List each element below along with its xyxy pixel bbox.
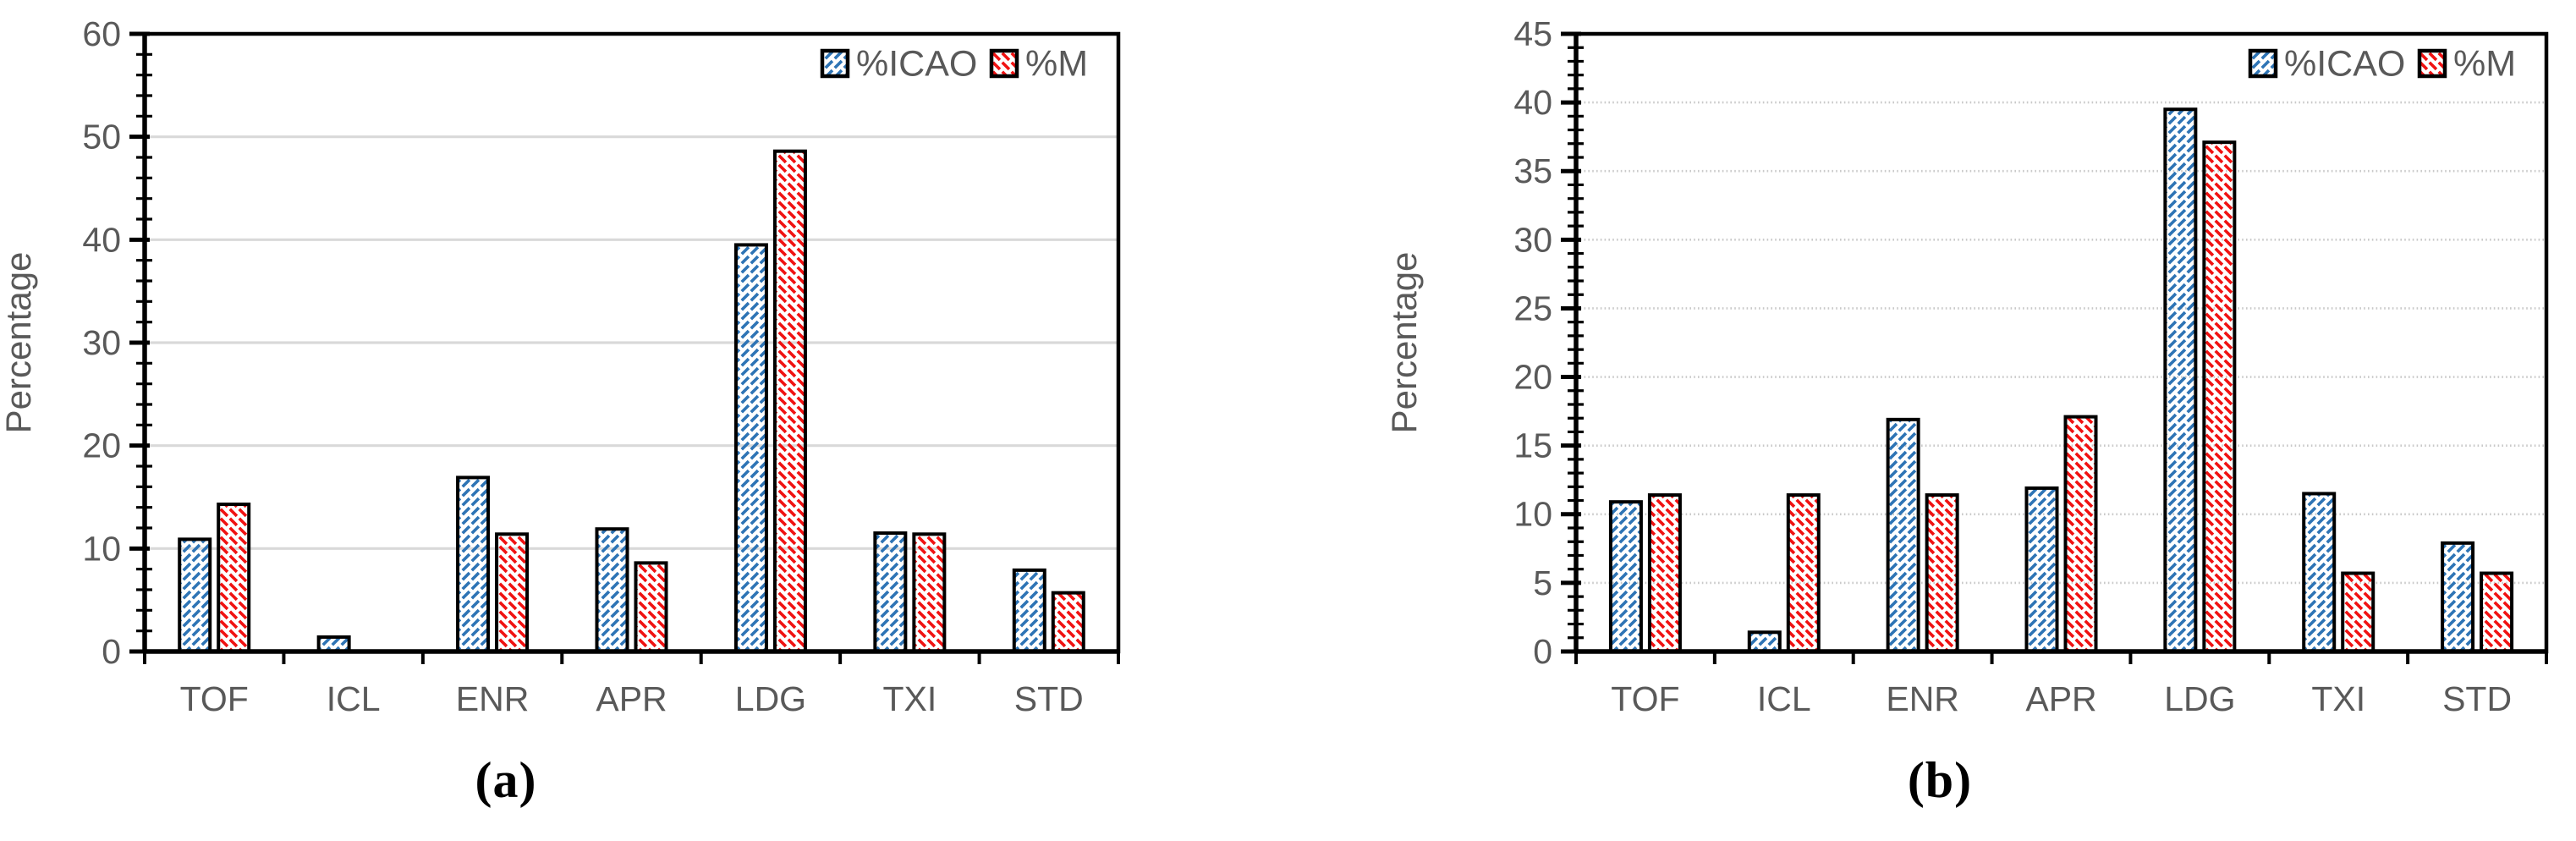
bar-M-TXI	[2341, 571, 2376, 653]
legend-label-ICAO: %ICAO	[856, 44, 977, 85]
x-category-label-STD: STD	[1014, 679, 1084, 718]
bar-M-STD	[1051, 591, 1085, 654]
x-category-label-ICL: ICL	[327, 679, 381, 718]
x-category-label-TXI: TXI	[2311, 679, 2365, 718]
bar-chart-a: 0 10 20 30 40 50 60 TOF ICL ENR APR LDG TXI STD Percen…	[0, 14, 1121, 718]
bar-M-ENR	[1925, 493, 1959, 653]
x-category-label-STD: STD	[2442, 679, 2512, 718]
x-category-label-TOF: TOF	[1611, 679, 1679, 718]
x-category-label-APR: APR	[596, 679, 667, 718]
y-tick-label: 5	[1533, 563, 1552, 602]
bar-M-LDG	[2202, 140, 2237, 653]
y-tick-label: 0	[102, 632, 121, 671]
y-axis-title: Percentage	[0, 252, 38, 434]
legend-swatch-ICAO	[2248, 48, 2278, 79]
subfigure-caption-b: (b)	[1907, 752, 1973, 808]
bar-ICAO-TXI	[2302, 492, 2337, 654]
chart-panel-b: 0 5 10 15 20 25 30 35 40 45 TOF ICL ENR APR LDG TXI STD P…	[1288, 0, 2575, 841]
bar-chart-b: 0 5 10 15 20 25 30 35 40 45 TOF ICL ENR APR LDG TXI STD P…	[1384, 14, 2549, 718]
bar-ICAO-STD	[1012, 568, 1046, 654]
y-tick-label: 25	[1513, 289, 1552, 327]
y-tick-label: 40	[1513, 83, 1552, 122]
legend-swatch-M	[989, 48, 1019, 79]
legend-swatch-ICAO	[820, 48, 850, 79]
bar-ICAO-TOF	[178, 537, 212, 654]
y-tick-label: 30	[82, 323, 121, 362]
y-tick-label: 35	[1513, 151, 1552, 190]
x-category-label-LDG: LDG	[735, 679, 806, 718]
x-category-label-TOF: TOF	[180, 679, 249, 718]
bar-M-TOF	[1647, 493, 1682, 653]
y-tick-label: 30	[1513, 220, 1552, 259]
y-tick-label: 0	[1533, 632, 1552, 671]
y-tick-label: 10	[1513, 495, 1552, 534]
chart-panel-a: 0 10 20 30 40 50 60 TOF ICL ENR APR LDG TXI STD Percen…	[0, 14, 1121, 718]
y-tick-label: 45	[1513, 14, 1552, 53]
legend-label-M: %M	[1025, 44, 1088, 85]
bar-ICAO-STD	[2441, 541, 2475, 653]
bar-ICAO-ICL	[1747, 630, 1782, 653]
bar-M-STD	[2480, 571, 2514, 653]
y-tick-label: 50	[82, 118, 121, 157]
bar-ICAO-APR	[595, 527, 629, 654]
x-category-label-LDG: LDG	[2164, 679, 2235, 718]
bar-ICAO-TOF	[1608, 500, 1643, 654]
legend-label-ICAO: %ICAO	[2284, 44, 2405, 85]
legend-label-M: %M	[2453, 44, 2516, 85]
x-category-label-ICL: ICL	[1757, 679, 1811, 718]
bar-ICAO-LDG	[733, 243, 768, 653]
bar-M-ENR	[495, 532, 530, 653]
bar-ICAO-APR	[2024, 486, 2059, 654]
plot-border	[1574, 31, 2549, 654]
bar-M-LDG	[772, 149, 807, 653]
legend-swatch-M	[2417, 48, 2447, 79]
x-category-label-ENR: ENR	[1886, 679, 1959, 718]
bar-M-APR	[2063, 415, 2098, 653]
y-tick-label: 10	[82, 529, 121, 568]
bar-ICAO-ENR	[456, 475, 491, 654]
bar-M-TOF	[217, 503, 251, 653]
bar-ICAO-LDG	[2163, 107, 2198, 653]
y-tick-label: 40	[82, 220, 121, 259]
y-tick-label: 15	[1513, 426, 1552, 465]
bar-M-APR	[634, 561, 668, 653]
y-tick-label: 20	[1513, 357, 1552, 396]
y-tick-label: 20	[82, 426, 121, 465]
bar-M-TXI	[912, 532, 947, 653]
x-category-label-TXI: TXI	[882, 679, 936, 718]
subfigure-caption-a: (a)	[475, 752, 537, 808]
bar-M-ICL	[1786, 493, 1821, 653]
x-category-label-APR: APR	[2025, 679, 2096, 718]
x-category-label-ENR: ENR	[456, 679, 530, 718]
y-axis-title: Percentage	[1384, 252, 1424, 434]
bar-ICAO-TXI	[873, 531, 908, 653]
y-tick-label: 60	[82, 14, 121, 53]
bar-ICAO-ENR	[1886, 417, 1920, 653]
